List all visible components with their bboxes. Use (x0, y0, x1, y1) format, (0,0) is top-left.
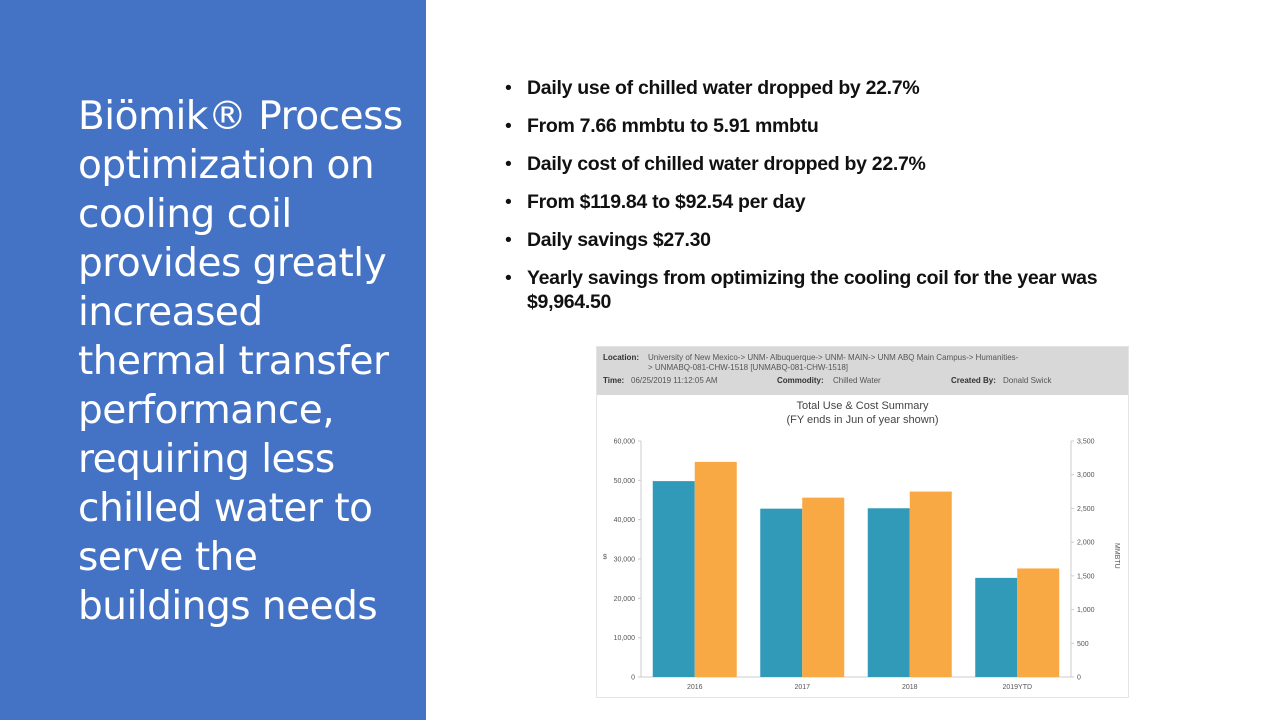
time-label: Time: (603, 376, 625, 385)
bullet-item: Daily use of chilled water dropped by 22… (505, 76, 1145, 100)
title-line: performance, (78, 388, 335, 433)
bullet-item: Daily savings $27.30 (505, 228, 1145, 252)
bar-chart: 0 10,000 20,000 30,000 40,000 50,000 60,000 0 50… (603, 439, 1120, 692)
bar-use (694, 461, 737, 677)
report-header: Location: University of New Mexico-> UNM… (597, 347, 1128, 395)
x-tick-label: 2017 (794, 684, 810, 691)
created-by-value: Donald Swick (1003, 376, 1052, 385)
title-line: optimization on (78, 143, 375, 188)
chart-subtitle: (FY ends in Jun of year shown) (786, 414, 939, 426)
y-tick-label: 30,000 (614, 557, 636, 564)
y2-tick-label: 1,000 (1077, 607, 1095, 614)
title-line: chilled water to (78, 486, 373, 531)
x-tick-label: 2018 (902, 684, 918, 691)
y-axis-label: $ (603, 554, 607, 561)
location-line2: > UNMABQ-081-CHW-1518 [UNMABQ-081-CHW-15… (648, 363, 848, 372)
location-label: Location: (603, 353, 639, 362)
bullet-item: Daily cost of chilled water dropped by 2… (505, 152, 1145, 176)
title-line: increased (78, 290, 263, 335)
y2-tick-label: 2,000 (1077, 540, 1095, 547)
bar-cost (652, 481, 695, 677)
commodity-label: Commodity: (777, 376, 824, 385)
y-tick-label: 60,000 (614, 439, 636, 446)
bar-use (1017, 568, 1060, 677)
y-tick-label: 20,000 (614, 596, 636, 603)
y2-tick-label: 1,500 (1077, 573, 1095, 580)
bar-use (802, 497, 845, 677)
time-value: 06/25/2019 11:12:05 AM (631, 376, 718, 385)
y-tick-label: 0 (631, 675, 635, 682)
title-line: cooling coil (78, 192, 292, 237)
created-by-label: Created By: (951, 376, 996, 385)
bar-cost (867, 508, 910, 677)
y2-tick-label: 3,000 (1077, 472, 1095, 479)
bar-use (909, 491, 952, 677)
chart-title: Total Use & Cost Summary (796, 400, 929, 412)
title-line: thermal transfer (78, 339, 389, 384)
bullet-item: From 7.66 mmbtu to 5.91 mmbtu (505, 114, 1145, 138)
commodity-value: Chilled Water (833, 376, 881, 385)
x-tick-label: 2016 (687, 684, 703, 691)
bullet-item: Yearly savings from optimizing the cooli… (505, 266, 1145, 314)
y2-tick-label: 3,500 (1077, 439, 1095, 446)
y-tick-label: 10,000 (614, 635, 636, 642)
y-tick-label: 40,000 (614, 517, 636, 524)
title-panel: Biömik® Process optimization on cooling co… (0, 0, 426, 720)
y2-axis-label: MMBTU (1113, 543, 1120, 569)
title-line: serve the (78, 535, 258, 580)
y2-tick-label: 0 (1077, 675, 1081, 682)
slide-title: Biömik® Process optimization on cooling co… (78, 92, 418, 631)
location-line1: University of New Mexico-> UNM- Albuquer… (648, 353, 1019, 362)
y2-tick-label: 500 (1077, 641, 1089, 648)
title-line: provides greatly (78, 241, 387, 286)
x-tick-label: 2019YTD (1002, 684, 1032, 691)
title-line: requiring less (78, 437, 335, 482)
bullet-list: Daily use of chilled water dropped by 22… (505, 76, 1145, 328)
title-line: Biömik® Process (78, 94, 403, 139)
y2-tick-label: 2,500 (1077, 506, 1095, 513)
chart-title-block: Total Use & Cost Summary (FY ends in Jun… (597, 399, 1128, 427)
bullet-item: From $119.84 to $92.54 per day (505, 190, 1145, 214)
chart-image: Location: University of New Mexico-> UNM… (596, 346, 1129, 698)
title-line: buildings needs (78, 584, 378, 629)
y-tick-label: 50,000 (614, 478, 636, 485)
bar-cost (975, 577, 1018, 677)
bar-cost (760, 508, 803, 677)
